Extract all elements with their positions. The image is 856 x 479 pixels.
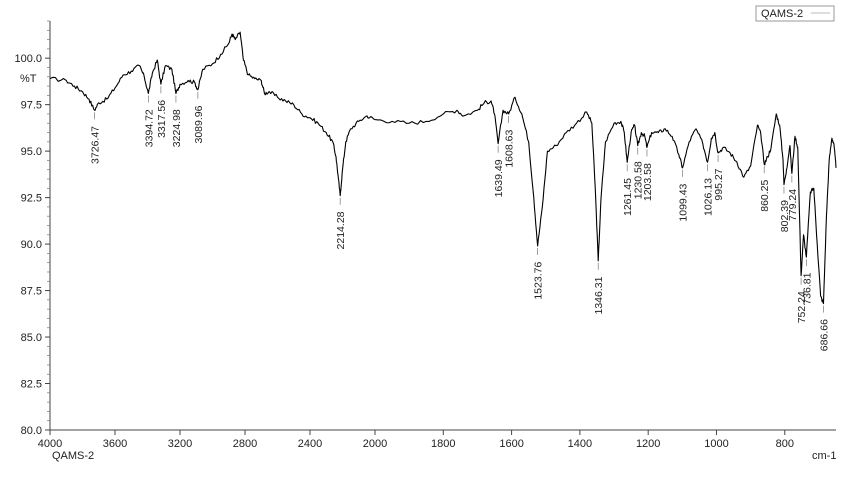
peak-label-18: 779.24: [787, 189, 799, 221]
peak-label-16: 860.25: [759, 179, 771, 211]
x-tick-label-11: 800: [776, 438, 794, 450]
x-tick-label-2: 3200: [168, 438, 192, 450]
legend-entry-label: QAMS-2: [761, 8, 803, 20]
x-tick-label-5: 2000: [363, 438, 387, 450]
peak-label-5: 2214.28: [335, 211, 347, 249]
peak-label-8: 1523.76: [533, 262, 545, 300]
y-tick-label-5: 92.5: [21, 193, 42, 205]
x-tick-label-8: 1400: [568, 438, 592, 450]
x-tick-label-6: 1800: [431, 438, 455, 450]
peak-label-0: 3726.47: [89, 126, 101, 164]
y-tick-label-2: 85.0: [21, 332, 42, 344]
peak-label-14: 1026.13: [703, 178, 715, 216]
sample-label: QAMS-2: [52, 450, 94, 462]
series-line-0: [49, 31, 837, 305]
peak-label-4: 3089.96: [193, 105, 205, 143]
y-tick-label-7: 97.5: [21, 100, 42, 112]
series-group: [49, 31, 837, 305]
peak-label-17: 802.39: [779, 200, 791, 232]
legend: QAMS-2: [755, 5, 835, 22]
x-tick-label-0: 4000: [38, 438, 62, 450]
legend-box: [755, 5, 835, 22]
y-tick-label-8: 100.0: [14, 53, 42, 65]
peak-label-2: 3317.56: [156, 100, 168, 138]
peak-label-6: 1639.49: [493, 159, 505, 197]
peak-label-1: 3394.72: [143, 109, 155, 147]
peak-label-10: 1261.45: [622, 178, 634, 216]
y-ticks: 80.0 82.5 85.0 87.5 90.0 92.5 95.0 97.5 100.0: [14, 53, 50, 437]
x-tick-label-10: 1000: [704, 438, 728, 450]
peak-label-12: 1203.58: [642, 163, 654, 201]
y-tick-label-3: 87.5: [21, 286, 42, 298]
peak-label-11: 1230.58: [633, 161, 645, 199]
x-ticks: 4000 3600 3200 2800 2400 2000 1800 1600 1400 1200…: [38, 430, 794, 450]
x-tick-label-1: 3600: [103, 438, 127, 450]
y-axis-label: %T: [20, 73, 37, 85]
peak-label-9: 1346.31: [593, 276, 605, 314]
x-tick-label-9: 1200: [636, 438, 660, 450]
peak-label-3: 3224.98: [171, 109, 183, 147]
peak-label-7: 1608.63: [504, 130, 516, 168]
x-axis-unit-label: cm-1: [812, 450, 836, 462]
x-tick-label-3: 2800: [233, 438, 257, 450]
peak-label-13: 1099.43: [678, 183, 690, 221]
peak-label-15: 995.27: [713, 168, 725, 200]
peak-label-20: 736.81: [801, 272, 813, 304]
peak-labels: 3726.47 3394.72 3317.56 3224.98 3089.96 2214.…: [89, 86, 830, 351]
x-tick-label-7: 1600: [499, 438, 523, 450]
y-tick-label-6: 95.0: [21, 146, 42, 158]
y-tick-label-1: 82.5: [21, 379, 42, 391]
peak-label-21: 686.66: [818, 319, 830, 351]
x-tick-label-4: 2400: [298, 438, 322, 450]
y-tick-label-4: 90.0: [21, 239, 42, 251]
plot-area: [50, 21, 836, 430]
y-tick-label-0: 80.0: [21, 425, 42, 437]
peak-label-19: 752.24: [796, 291, 808, 323]
